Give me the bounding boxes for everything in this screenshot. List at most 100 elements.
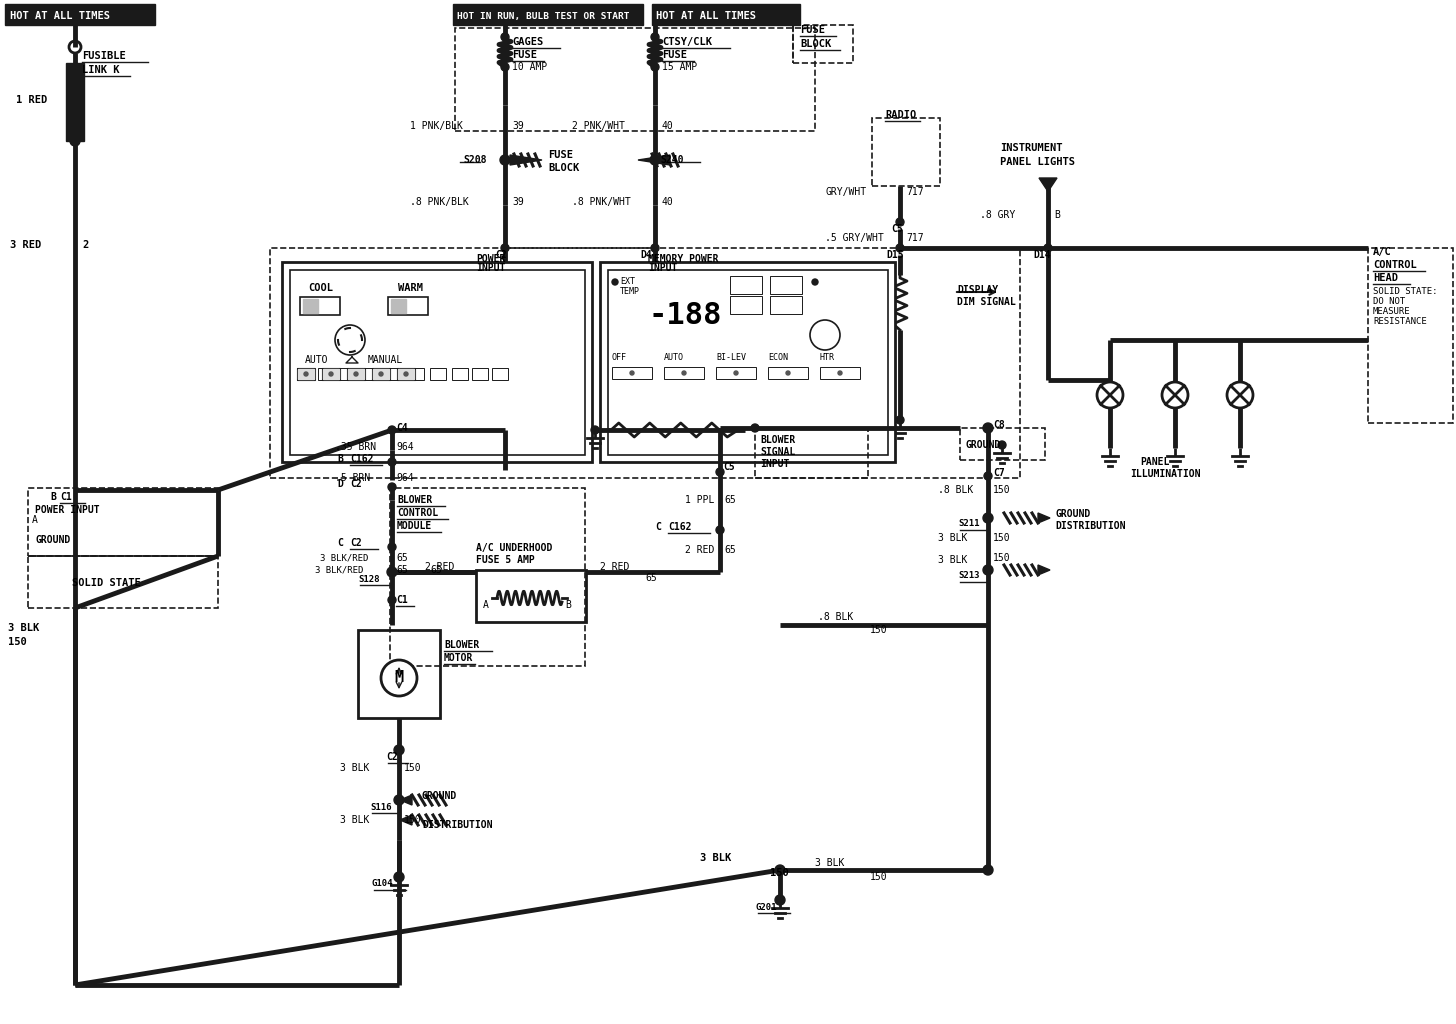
Text: INPUT: INPUT — [476, 263, 505, 273]
Text: ECON: ECON — [767, 352, 788, 361]
Text: POWER: POWER — [476, 254, 505, 264]
Text: B: B — [50, 492, 55, 502]
Bar — [28, 488, 218, 556]
Text: SIGNAL: SIGNAL — [760, 447, 795, 457]
Bar — [664, 367, 705, 379]
Circle shape — [381, 660, 416, 696]
Text: S128: S128 — [358, 574, 380, 584]
Text: 1 RED: 1 RED — [16, 95, 47, 105]
Bar — [600, 262, 895, 462]
Bar — [348, 369, 364, 379]
Text: SOLID STATE: SOLID STATE — [71, 578, 141, 588]
Text: HOT AT ALL TIMES: HOT AT ALL TIMES — [10, 11, 111, 22]
Bar — [756, 428, 868, 478]
Bar — [408, 368, 424, 380]
Text: 3 BLK/RED: 3 BLK/RED — [320, 554, 368, 562]
Circle shape — [501, 33, 510, 41]
Text: 10 AMP: 10 AMP — [513, 62, 547, 72]
Text: GROUND: GROUND — [1056, 509, 1091, 519]
Text: 150: 150 — [403, 815, 422, 825]
Circle shape — [612, 279, 617, 285]
Circle shape — [651, 244, 660, 252]
Bar — [1369, 248, 1453, 423]
Text: 717: 717 — [906, 187, 923, 197]
Circle shape — [983, 565, 993, 575]
Text: 150: 150 — [7, 637, 26, 647]
Circle shape — [734, 371, 738, 375]
Bar — [298, 369, 314, 379]
Text: GRY/WHT: GRY/WHT — [826, 187, 866, 197]
Circle shape — [630, 371, 633, 375]
Bar — [476, 570, 585, 622]
Text: S213: S213 — [958, 571, 980, 581]
Text: S116: S116 — [370, 803, 392, 811]
Text: 150: 150 — [993, 485, 1010, 495]
Circle shape — [681, 371, 686, 375]
Text: SOLID STATE:: SOLID STATE: — [1373, 287, 1437, 296]
Text: FUSE: FUSE — [547, 150, 574, 160]
Text: C2: C2 — [386, 752, 397, 762]
Text: 150: 150 — [993, 534, 1010, 543]
Text: D14: D14 — [1032, 250, 1051, 260]
Text: FUSE: FUSE — [662, 50, 687, 60]
Text: HOT IN RUN, BULB TEST OR START: HOT IN RUN, BULB TEST OR START — [457, 11, 629, 20]
Circle shape — [983, 513, 993, 523]
Bar — [770, 276, 802, 294]
Text: D4: D4 — [641, 250, 652, 260]
Circle shape — [387, 458, 396, 466]
Circle shape — [716, 468, 724, 476]
Polygon shape — [638, 155, 670, 165]
Text: .5 BRN: .5 BRN — [335, 473, 370, 483]
Text: MEMORY POWER: MEMORY POWER — [648, 254, 718, 264]
Bar — [397, 368, 415, 380]
Bar — [300, 297, 341, 315]
Text: 3 BLK: 3 BLK — [938, 534, 967, 543]
Circle shape — [379, 372, 383, 376]
Text: HTR: HTR — [820, 352, 834, 361]
Text: .5 GRY/WHT: .5 GRY/WHT — [826, 233, 884, 243]
Text: POWER INPUT: POWER INPUT — [35, 505, 99, 515]
Text: 65: 65 — [645, 573, 657, 583]
Circle shape — [501, 63, 510, 71]
Text: CONTROL: CONTROL — [397, 508, 438, 518]
Text: 2: 2 — [82, 240, 89, 250]
Text: 3 BLK: 3 BLK — [700, 853, 731, 863]
Bar — [347, 368, 365, 380]
Text: 150: 150 — [770, 868, 789, 878]
Text: C1: C1 — [60, 492, 71, 502]
Circle shape — [997, 441, 1006, 449]
Text: .35 BRN: .35 BRN — [335, 442, 376, 452]
Text: TEMP: TEMP — [620, 287, 641, 296]
Text: 40: 40 — [662, 197, 674, 207]
Circle shape — [591, 426, 598, 434]
Text: CONTROL: CONTROL — [1373, 260, 1417, 270]
Circle shape — [895, 218, 904, 226]
Bar — [454, 28, 815, 131]
Text: 3 RED: 3 RED — [10, 240, 41, 250]
Text: DISPLAY: DISPLAY — [957, 285, 999, 295]
Bar — [729, 276, 761, 294]
Text: C7: C7 — [993, 468, 1005, 478]
Text: RADIO: RADIO — [885, 110, 916, 120]
Bar — [767, 367, 808, 379]
Circle shape — [786, 371, 791, 375]
Text: FUSE: FUSE — [513, 50, 537, 60]
Bar — [341, 368, 357, 380]
Bar — [363, 368, 379, 380]
Bar — [451, 368, 467, 380]
Bar — [716, 367, 756, 379]
Polygon shape — [1038, 565, 1050, 575]
Text: 717: 717 — [906, 233, 923, 243]
Bar — [729, 296, 761, 314]
Text: 1 PPL: 1 PPL — [684, 495, 715, 505]
Polygon shape — [400, 815, 412, 825]
Text: D: D — [336, 479, 342, 489]
Circle shape — [716, 526, 724, 534]
Text: 39: 39 — [513, 121, 524, 131]
Polygon shape — [400, 795, 412, 805]
Text: 2 RED: 2 RED — [600, 562, 629, 572]
Text: FUSE: FUSE — [799, 25, 826, 35]
Bar — [390, 488, 585, 666]
Text: HOT AT ALL TIMES: HOT AT ALL TIMES — [657, 11, 756, 22]
Bar — [652, 4, 799, 25]
